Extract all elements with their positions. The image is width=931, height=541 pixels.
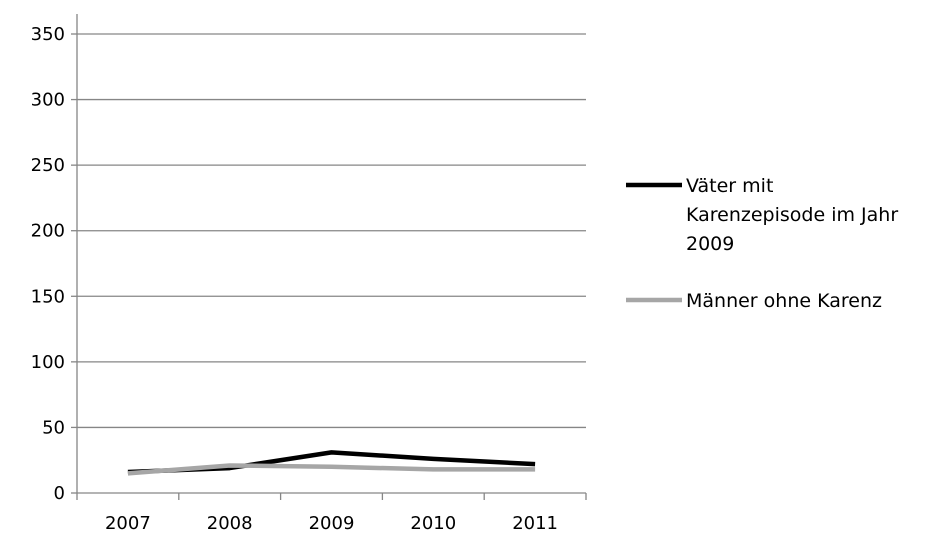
legend-entry-0: Väter mit Karenzepisode im Jahr 2009 [626, 175, 898, 255]
legend-label-0-line-1: Karenzepisode im Jahr [686, 204, 898, 226]
gridlines [77, 33, 586, 429]
y-tick-labels: 0 50 100 150 200 250 300 350 [31, 24, 65, 504]
legend: Väter mit Karenzepisode im Jahr 2009 Männer… [626, 175, 898, 312]
axes [71, 14, 587, 500]
series-line-1 [127, 463, 536, 476]
y-tick-label-300: 300 [31, 90, 65, 111]
y-tick-label-0: 0 [54, 483, 65, 504]
legend-label-0-line-0: Väter mit [686, 175, 773, 197]
legend-entry-1: Männer ohne Karenz [626, 290, 882, 312]
y-tick-label-150: 150 [31, 286, 65, 307]
y-tick-label-200: 200 [31, 221, 65, 242]
y-tick-label-350: 350 [31, 24, 65, 45]
legend-label-1-line-0: Männer ohne Karenz [686, 290, 882, 312]
x-tick-labels: 2007 2008 2009 2010 2011 [105, 513, 558, 534]
x-tick-label-2008: 2008 [207, 513, 253, 534]
series-lines [127, 450, 536, 476]
y-tick-label-100: 100 [31, 352, 65, 373]
y-tick-label-50: 50 [42, 417, 65, 438]
x-tick-label-2009: 2009 [309, 513, 355, 534]
legend-label-0-line-2: 2009 [686, 233, 734, 255]
x-tick-label-2010: 2010 [410, 513, 456, 534]
x-tick-label-2007: 2007 [105, 513, 151, 534]
x-tick-label-2011: 2011 [512, 513, 558, 534]
y-tick-label-250: 250 [31, 155, 65, 176]
